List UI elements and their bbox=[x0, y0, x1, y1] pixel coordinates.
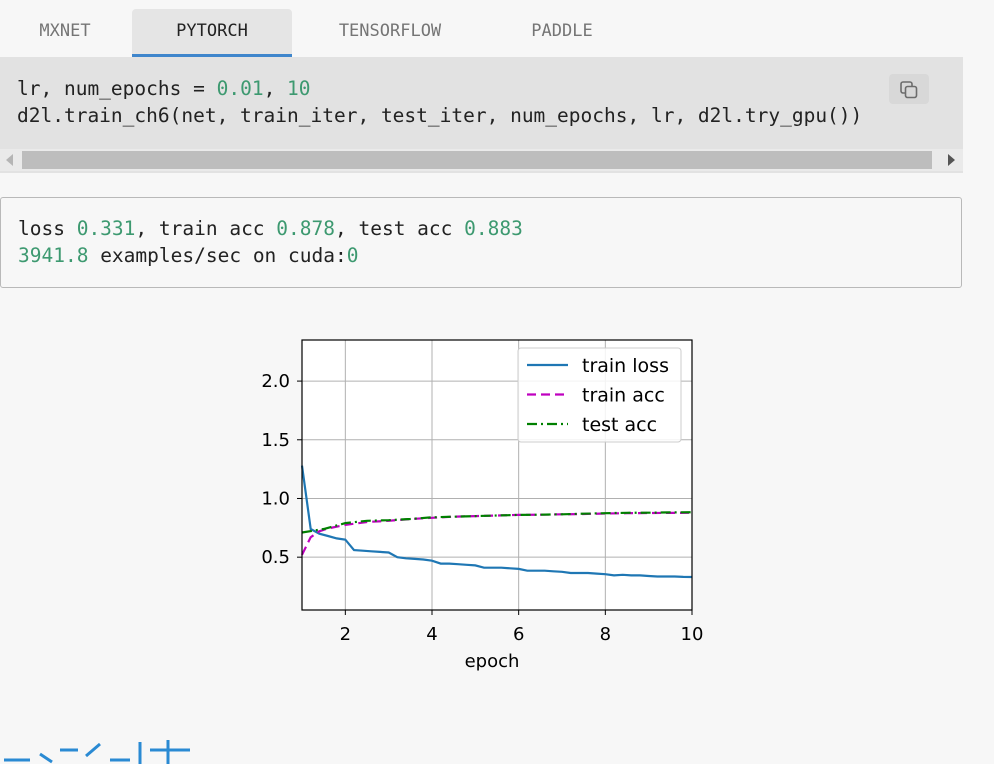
code-token: , bbox=[263, 77, 288, 100]
plot-frame bbox=[301, 339, 693, 611]
code-number: 0.01 bbox=[216, 77, 264, 100]
y-tick-label: 2.0 bbox=[261, 371, 290, 392]
next-section-heading-fragment bbox=[0, 734, 200, 764]
train-acc-value: 0.878 bbox=[276, 217, 335, 240]
scroll-thumb[interactable] bbox=[22, 151, 932, 169]
horizontal-scrollbar[interactable] bbox=[0, 149, 963, 171]
copy-button[interactable] bbox=[889, 74, 929, 104]
code-token: lr, num_epochs = bbox=[17, 77, 217, 100]
x-tick-label: 4 bbox=[426, 624, 437, 645]
x-tick-label: 2 bbox=[340, 624, 351, 645]
code-text: lr, num_epochs = 0.01, 10 d2l.train_ch6(… bbox=[17, 75, 862, 129]
legend-label: train loss bbox=[582, 355, 669, 377]
framework-tabs: MXNET PYTORCH TENSORFLOW PADDLE bbox=[0, 9, 963, 57]
tab-pytorch[interactable]: PYTORCH bbox=[132, 9, 292, 57]
output-token: loss bbox=[18, 217, 77, 240]
device-index: 0 bbox=[346, 244, 359, 267]
y-tick-label: 1.0 bbox=[261, 488, 290, 509]
x-tick-label: 8 bbox=[600, 624, 611, 645]
code-line-1: lr, num_epochs = 0.01, 10 bbox=[17, 77, 311, 100]
throughput-value: 3941.8 bbox=[18, 244, 89, 267]
y-tick-label: 1.5 bbox=[261, 430, 290, 451]
x-axis-label: epoch bbox=[465, 651, 520, 672]
scroll-right-arrow-icon[interactable] bbox=[948, 154, 955, 166]
tab-paddle[interactable]: PADDLE bbox=[531, 21, 593, 41]
legend-label: test acc bbox=[582, 414, 657, 436]
y-tick-label: 0.5 bbox=[261, 547, 290, 568]
tab-tensorflow[interactable]: TENSORFLOW bbox=[338, 21, 442, 41]
training-chart: 2 4 6 8 10 0.5 1.0 1.5 2.0 epoch train loss train a… bbox=[261, 339, 704, 672]
output-token: , train acc bbox=[135, 217, 277, 240]
series-line-test-acc bbox=[301, 511, 693, 534]
legend-label: train acc bbox=[582, 385, 665, 407]
output-token: examples/sec on cuda: bbox=[88, 244, 347, 267]
code-number: 10 bbox=[287, 77, 311, 100]
output-line-2: 3941.8 examples/sec on cuda:0 bbox=[18, 244, 358, 267]
output-text: loss 0.331, train acc 0.878, test acc 0.… bbox=[18, 215, 523, 269]
x-tick-label: 6 bbox=[513, 624, 524, 645]
scroll-left-arrow-icon[interactable] bbox=[6, 154, 13, 166]
legend-box bbox=[517, 347, 682, 443]
output-line-1: loss 0.331, train acc 0.878, test acc 0.… bbox=[18, 217, 523, 240]
tab-mxnet[interactable]: MXNET bbox=[39, 21, 91, 41]
loss-value: 0.331 bbox=[76, 217, 136, 240]
output-cell: loss 0.331, train acc 0.878, test acc 0.… bbox=[0, 197, 962, 288]
test-acc-value: 0.883 bbox=[464, 217, 523, 240]
code-line-2: d2l.train_ch6(net, train_iter, test_iter… bbox=[17, 104, 863, 127]
output-token: , test acc bbox=[335, 217, 465, 240]
clipped-heading-glyphs bbox=[4, 740, 190, 764]
series-line-train-loss bbox=[300, 465, 693, 579]
x-tick-label: 10 bbox=[681, 624, 704, 645]
copy-icon bbox=[900, 81, 918, 99]
